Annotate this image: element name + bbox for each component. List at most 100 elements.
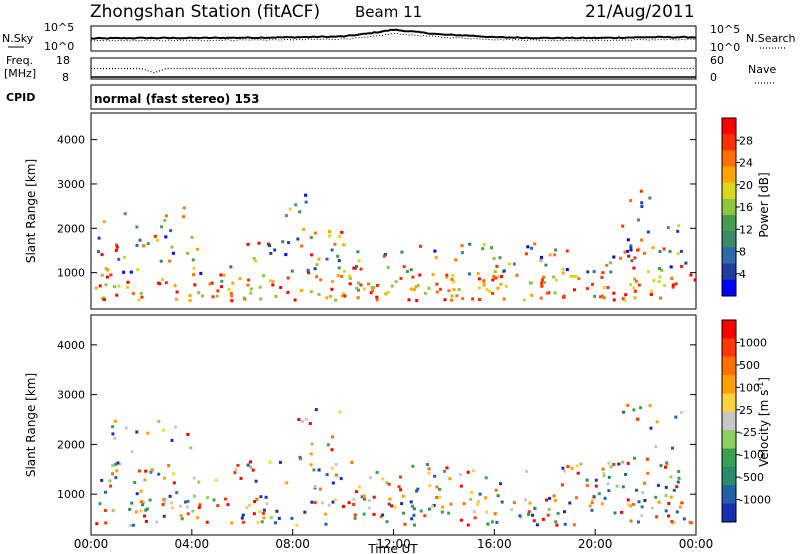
- heatmap-cell: [350, 460, 354, 464]
- heatmap-cell: [114, 248, 118, 252]
- heatmap-cell: [284, 214, 288, 218]
- heatmap-cell: [527, 510, 531, 514]
- freq-tick-bottom: 8: [62, 71, 69, 84]
- heatmap-cell: [563, 469, 567, 473]
- heatmap-cell: [597, 492, 601, 496]
- heatmap-cell: [274, 521, 277, 525]
- heatmap-cell: [175, 290, 179, 294]
- heatmap-cell: [619, 256, 623, 260]
- heatmap-cell: [540, 278, 544, 282]
- heatmap-cell: [491, 291, 495, 295]
- heatmap-cell: [496, 286, 500, 290]
- heatmap-cell: [423, 514, 427, 518]
- heatmap-cell: [603, 496, 607, 500]
- heatmap-cell: [246, 463, 250, 467]
- colorbar-tick-label: 4: [739, 268, 746, 281]
- heatmap-cell: [585, 484, 589, 487]
- heatmap-cell: [590, 508, 594, 512]
- x-tick-label: 00:00: [74, 537, 109, 551]
- heatmap-cell: [286, 290, 290, 294]
- heatmap-cell: [469, 497, 473, 501]
- power-y-axis: 1000 2000 3000 4000: [57, 134, 696, 280]
- velocity-y-label: Slant Range [km]: [24, 373, 38, 477]
- heatmap-cell: [262, 508, 266, 512]
- heatmap-cell: [427, 286, 431, 290]
- heatmap-cell: [494, 276, 498, 280]
- colorbar-segment: [722, 466, 736, 486]
- heatmap-cell: [313, 501, 317, 505]
- heatmap-cell: [612, 298, 616, 302]
- heatmap-cell: [356, 250, 360, 254]
- heatmap-cell: [412, 513, 416, 517]
- heatmap-cell: [554, 520, 558, 524]
- heatmap-cell: [104, 490, 108, 494]
- heatmap-cell: [313, 484, 317, 488]
- heatmap-cell: [333, 498, 337, 502]
- x-tick-label: 08:00: [275, 537, 310, 551]
- heatmap-cell: [100, 273, 104, 277]
- heatmap-cell: [433, 474, 437, 478]
- heatmap-cell: [495, 520, 499, 524]
- heatmap-cell: [625, 249, 629, 253]
- heatmap-cell: [111, 425, 115, 429]
- heatmap-cell: [498, 256, 502, 260]
- heatmap-cell: [298, 210, 302, 214]
- heatmap-cell: [622, 410, 626, 414]
- heatmap-cell: [646, 230, 650, 234]
- heatmap-cell: [629, 504, 633, 508]
- heatmap-cell: [678, 505, 682, 509]
- heatmap-cell: [490, 246, 493, 250]
- heatmap-cell: [259, 495, 263, 499]
- colorbar-segment: [722, 166, 736, 184]
- heatmap-cell: [188, 294, 192, 297]
- heatmap-cell: [478, 492, 482, 496]
- heatmap-cell: [135, 225, 139, 229]
- heatmap-cell: [304, 417, 308, 421]
- heatmap-cell: [645, 457, 649, 461]
- nave-tick-top: 60: [710, 54, 724, 67]
- heatmap-cell: [461, 251, 464, 255]
- heatmap-cell: [130, 501, 134, 505]
- heatmap-cell: [435, 496, 439, 499]
- heatmap-cell: [111, 509, 115, 513]
- heatmap-cell: [671, 446, 674, 450]
- colorbar-segment: [722, 411, 736, 431]
- heatmap-cell: [317, 257, 321, 261]
- colorbar-tick-label: -1000: [739, 494, 771, 507]
- heatmap-cell: [325, 296, 329, 300]
- heatmap-cell: [556, 511, 560, 515]
- heatmap-cell: [161, 428, 165, 432]
- heatmap-cell: [545, 291, 549, 295]
- heatmap-cell: [134, 510, 138, 514]
- heatmap-cell: [482, 283, 486, 287]
- heatmap-cell: [423, 291, 427, 295]
- heatmap-cell: [179, 514, 183, 518]
- heatmap-cell: [363, 287, 366, 291]
- heatmap-cell: [431, 273, 435, 277]
- heatmap-cell: [629, 283, 633, 286]
- heatmap-cell: [624, 293, 628, 297]
- heatmap-cell: [657, 280, 661, 283]
- heatmap-cell: [123, 212, 127, 216]
- heatmap-cell: [592, 495, 596, 499]
- heatmap-cell: [682, 517, 686, 521]
- heatmap-cell: [252, 512, 256, 516]
- heatmap-cell: [637, 500, 641, 504]
- heatmap-cell: [100, 478, 104, 482]
- heatmap-cell: [450, 294, 454, 298]
- heatmap-cell: [336, 273, 340, 277]
- colorbar-tick-label: 28: [739, 134, 753, 147]
- heatmap-cell: [253, 500, 257, 504]
- heatmap-cell: [445, 273, 449, 277]
- heatmap-cell: [286, 276, 290, 280]
- heatmap-cell: [637, 218, 640, 222]
- heatmap-cell: [148, 498, 152, 502]
- velocity-colorbar: 1000 500 100 25 -25 -100 -500 -1000: [721, 319, 771, 523]
- heatmap-cell: [337, 234, 341, 238]
- heatmap-cell: [262, 516, 266, 520]
- heatmap-cell: [143, 514, 146, 518]
- heatmap-cell: [601, 271, 605, 275]
- heatmap-cell: [190, 235, 194, 239]
- heatmap-cell: [393, 505, 397, 509]
- heatmap-cell: [309, 236, 313, 240]
